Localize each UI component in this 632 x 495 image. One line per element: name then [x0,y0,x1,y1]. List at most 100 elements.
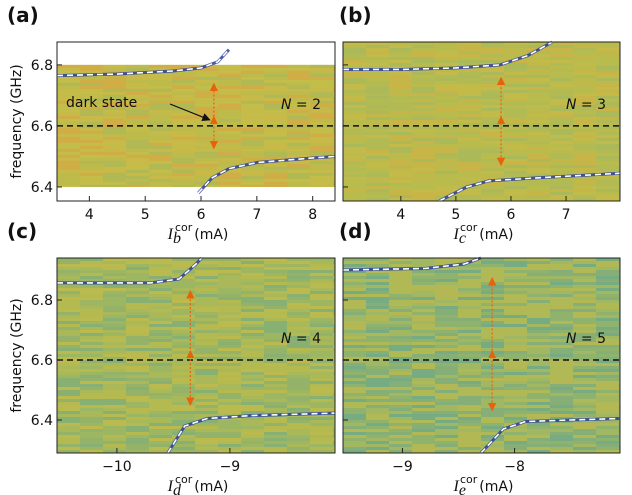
heatmap-cell [103,372,126,375]
heatmap-cell [481,72,504,75]
heatmap-cell [149,318,172,321]
heatmap-cell [195,107,218,110]
heatmap-cell [264,167,287,170]
heatmap-cell [412,57,435,60]
heatmap-cell [412,420,435,423]
heatmap-cell [287,68,310,71]
heatmap-cell [264,363,287,366]
heatmap-cell [435,402,458,405]
heatmap-cell [458,72,481,75]
heatmap-cell [366,351,389,354]
heatmap-cell [481,165,504,168]
heatmap-cell [389,168,412,171]
heatmap-cell [218,113,241,116]
heatmap-cell [504,330,527,333]
heatmap-cell [57,128,80,131]
heatmap-cell [149,438,172,441]
heatmap-cell [195,318,218,321]
heatmap-cell [241,438,264,441]
heatmap-cell [412,441,435,444]
heatmap-cell [366,342,389,345]
heatmap-cell [481,186,504,189]
heatmap-cell [504,393,527,396]
heatmap-cell [527,447,550,450]
heatmap-cell [389,48,412,51]
y-axis-label: frequency (GHz) [9,298,25,412]
heatmap-cell [527,288,550,291]
heatmap-cell [80,414,103,417]
heatmap-cell [504,105,527,108]
heatmap-cell [573,60,596,63]
heatmap-cell [527,408,550,411]
heatmap-cell [149,98,172,101]
heatmap-cell [57,399,80,402]
heatmap-cell [343,129,366,132]
heatmap-cell [172,95,195,98]
heatmap-cell [103,429,126,432]
heatmap-cell [527,135,550,138]
heatmap-cell [310,444,333,447]
heatmap-cell [412,378,435,381]
heatmap-cell [458,177,481,180]
heatmap-cell [504,387,527,390]
heatmap-cell [241,435,264,438]
heatmap-cell [103,291,126,294]
heatmap-cell [103,80,126,83]
heatmap-cell [389,315,412,318]
heatmap-cell [218,71,241,74]
heatmap-cell [596,324,619,327]
heatmap-cell [264,86,287,89]
heatmap-cell [435,291,458,294]
heatmap-cell [149,89,172,92]
heatmap-cell [310,426,333,429]
heatmap-cell [550,117,573,120]
heatmap-cell [573,294,596,297]
heatmap-cell [343,363,366,366]
heatmap-cell [241,429,264,432]
heatmap-cell [412,363,435,366]
heatmap-cell [504,111,527,114]
heatmap-cell [504,396,527,399]
heatmap-cell [573,327,596,330]
heatmap-cell [80,438,103,441]
heatmap-cell [366,420,389,423]
heatmap-cell [389,414,412,417]
heatmap-cell [389,447,412,450]
heatmap-cell [366,93,389,96]
heatmap-cell [287,80,310,83]
heatmap-cell [550,168,573,171]
heatmap-cell [103,306,126,309]
heatmap-cell [264,405,287,408]
heatmap-cell [504,435,527,438]
heatmap-cell [310,128,333,131]
heatmap-cell [412,141,435,144]
heatmap-cell [287,366,310,369]
heatmap-cell [366,72,389,75]
heatmap-cell [458,114,481,117]
heatmap-cell [80,444,103,447]
heatmap-cell [103,345,126,348]
heatmap-cell [343,324,366,327]
heatmap-cell [458,81,481,84]
heatmap-cell [389,297,412,300]
heatmap-cell [389,294,412,297]
heatmap-cell [343,171,366,174]
heatmap-cell [389,51,412,54]
heatmap-cell [596,279,619,282]
heatmap-cell [366,192,389,195]
heatmap-cell [573,183,596,186]
heatmap-cell [412,369,435,372]
heatmap-cell [458,192,481,195]
heatmap-cell [527,78,550,81]
heatmap-cell [103,309,126,312]
heatmap-cell [550,195,573,198]
heatmap-cell [287,318,310,321]
heatmap-cell [527,84,550,87]
heatmap-cell [596,399,619,402]
heatmap-cell [126,143,149,146]
heatmap-cell [366,312,389,315]
heatmap-cell [412,183,435,186]
heatmap-cell [504,339,527,342]
heatmap-cell [172,131,195,134]
heatmap-cell [310,381,333,384]
